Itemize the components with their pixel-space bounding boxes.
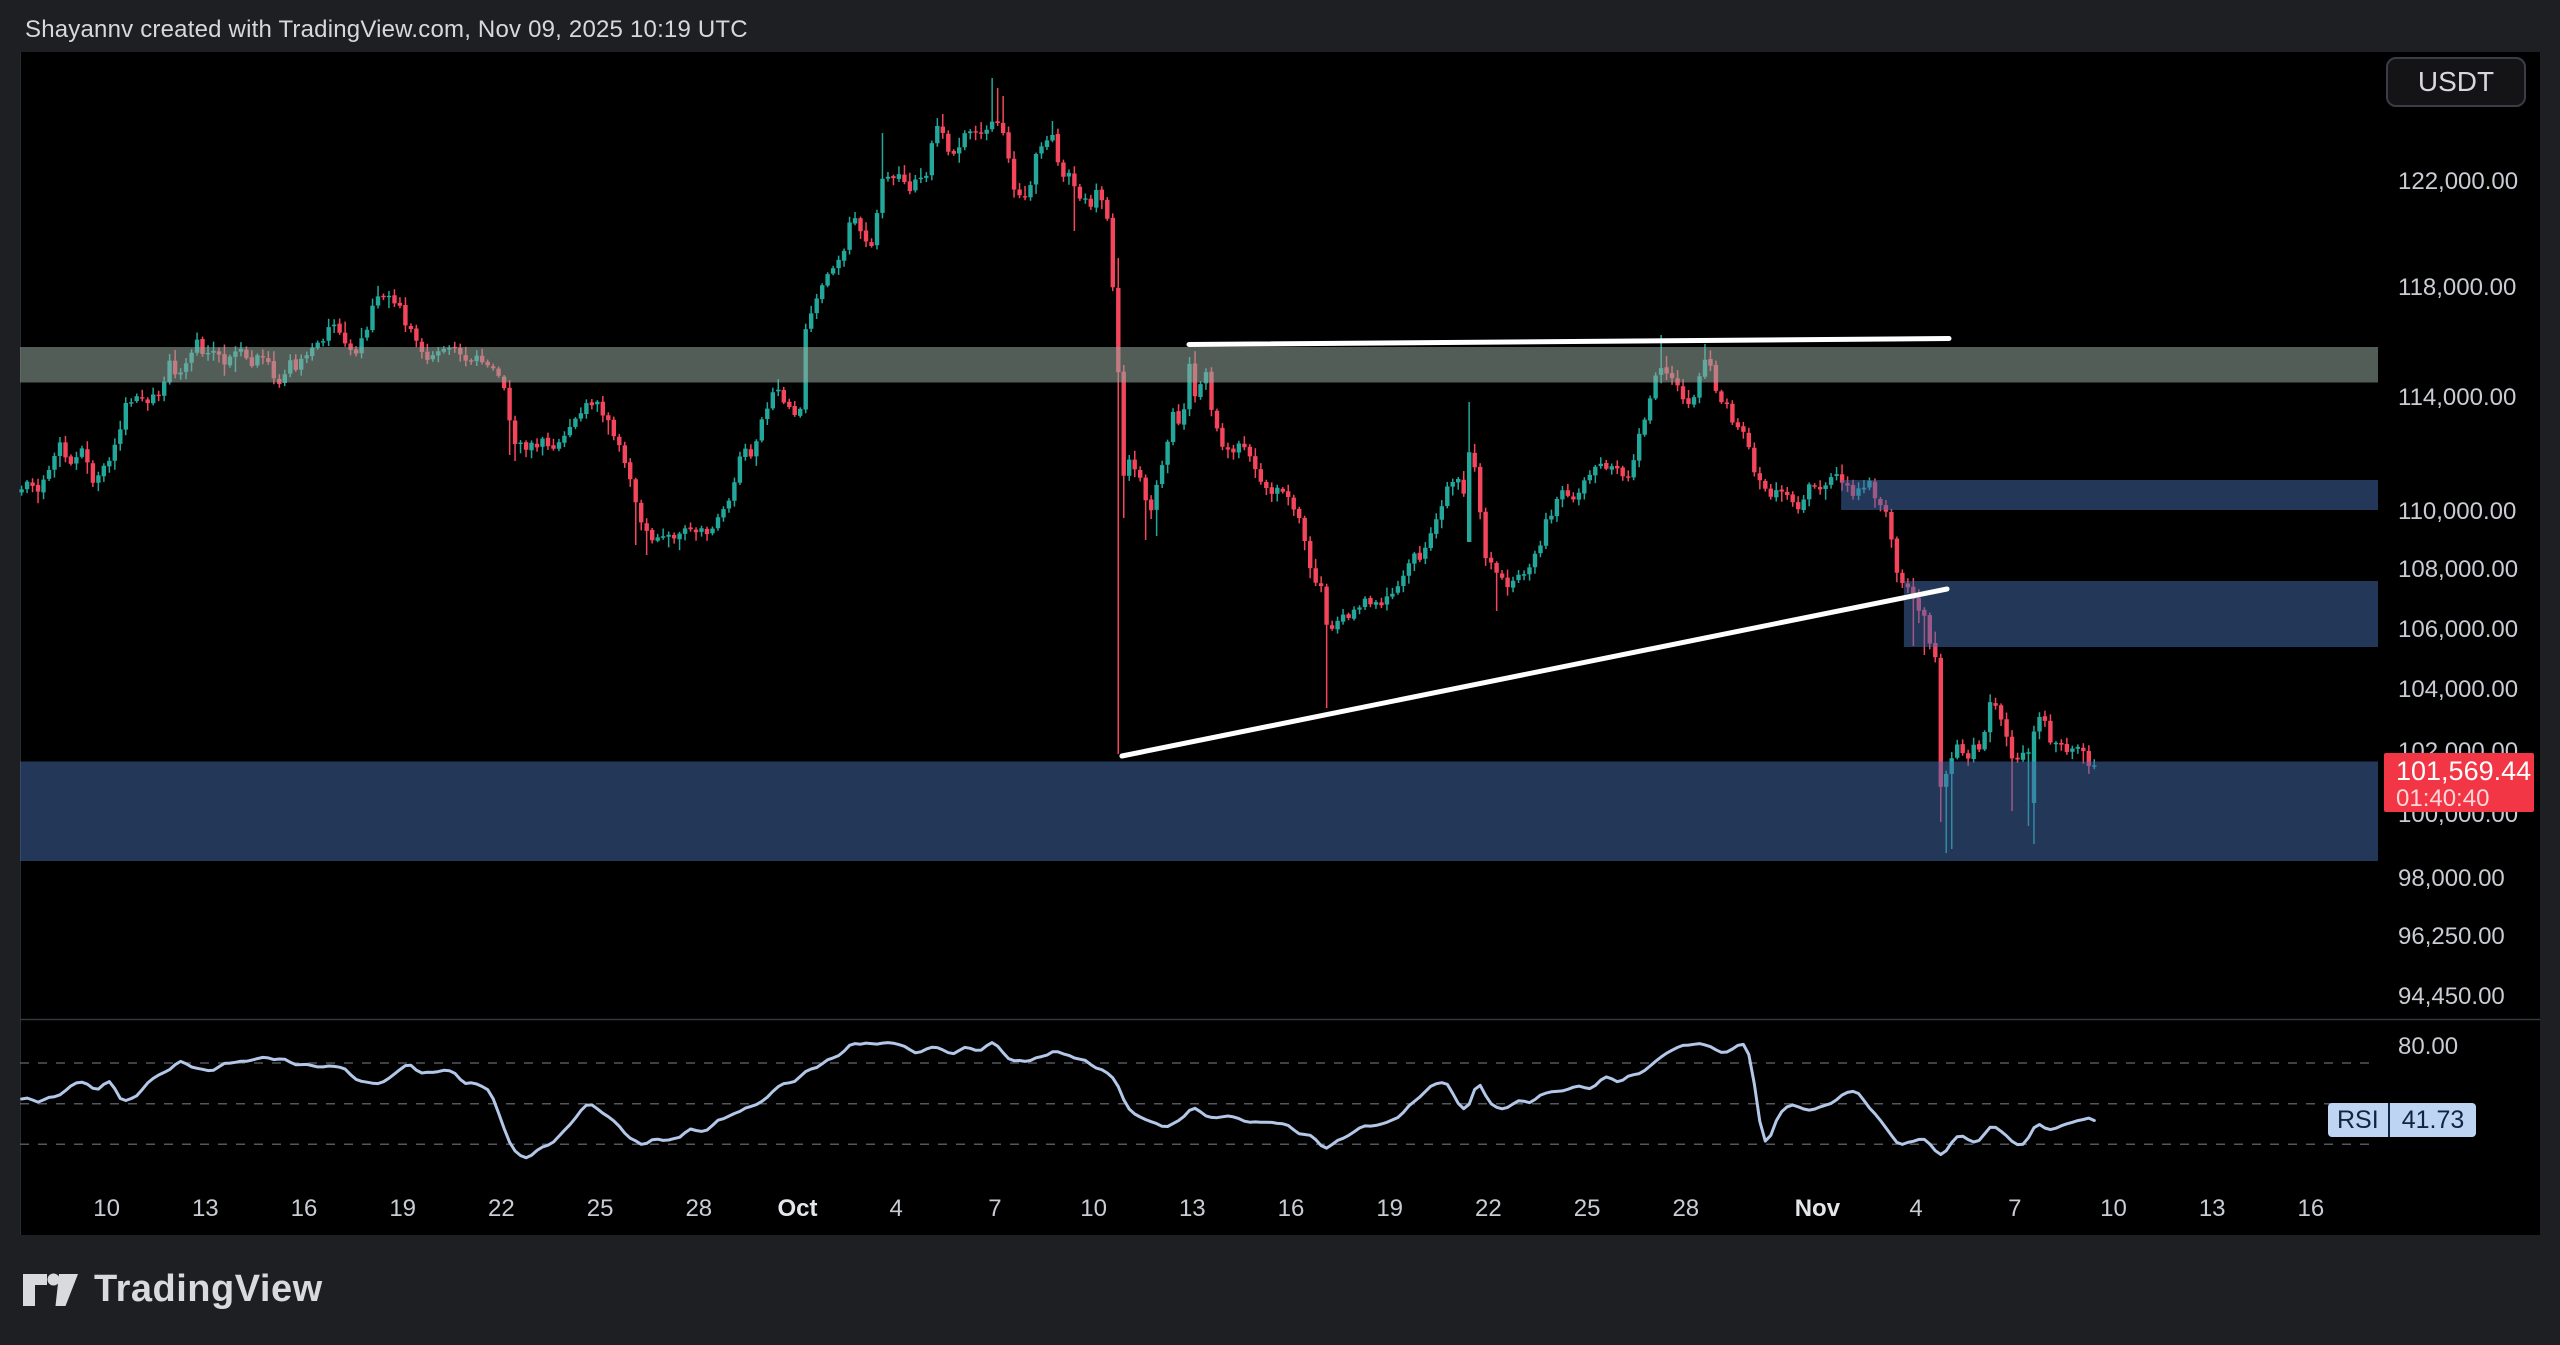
time-tick-25: 25 [586,1195,614,1222]
price-tick-98000: 98,000.00 [2398,865,2505,893]
price-tick-114000: 114,000.00 [2398,384,2517,412]
last-price-value: 101,569.44 [2396,756,2532,787]
time-tick-7: 7 [988,1195,1002,1222]
time-tick-Oct: Oct [777,1195,818,1222]
time-tick-10: 10 [1080,1195,1107,1222]
time-tick-13: 13 [1178,1195,1206,1222]
demand-zone-100k[interactable] [20,761,2378,862]
price-tick-106000: 106,000.00 [2398,615,2519,643]
time-tick-4: 4 [1909,1195,1923,1222]
ascending-support-line[interactable] [1119,586,1950,759]
time-tick-19: 19 [1376,1195,1404,1222]
time-tick-28: 28 [685,1195,713,1222]
time-tick-25: 25 [1573,1195,1601,1222]
price-tick-94450: 94,450.00 [2398,982,2505,1010]
time-tick-10: 10 [93,1195,120,1222]
rsi-axis-tick: 80.00 [2398,1033,2459,1060]
price-tick-118000: 118,000.00 [2398,274,2517,302]
rsi-pane [20,1041,2378,1160]
rsi-value-label: RSI 41.73 [2328,1103,2477,1137]
price-tick-110000: 110,000.00 [2398,497,2517,525]
time-tick-16: 16 [2297,1195,2325,1222]
price-tick-122000: 122,000.00 [2398,168,2519,196]
resistance-line[interactable] [1186,336,1952,347]
chart-attribution: Shayannv created with TradingView.com, N… [25,16,748,43]
candles-layer [19,78,2097,853]
demand-zone-110k[interactable] [1841,480,2378,510]
up-candle-wicks [20,78,2096,853]
time-tick-19: 19 [389,1195,417,1222]
candle-countdown: 01:40:40 [2396,784,2490,812]
trendlines-layer [1119,336,1952,759]
time-tick-16: 16 [290,1195,318,1222]
time-tick-Nov: Nov [1794,1195,1841,1222]
time-tick-13: 13 [2198,1195,2226,1222]
down-candle-wicks [31,88,2090,822]
rsi-line [20,1041,2096,1160]
time-tick-22: 22 [1475,1195,1502,1222]
price-tick-108000: 108,000.00 [2398,556,2519,584]
time-tick-16: 16 [1277,1195,1305,1222]
rsi-name-badge: RSI [2328,1103,2390,1137]
time-tick-28: 28 [1672,1195,1700,1222]
time-tick-13: 13 [191,1195,219,1222]
up-candle-bodies [19,121,2097,804]
time-tick-10: 10 [2100,1195,2127,1222]
zones-layer [20,347,2378,861]
rsi-value-badge: 41.73 [2389,1103,2477,1137]
quote-currency-badge[interactable]: USDT [2386,57,2526,107]
quote-currency-label: USDT [2417,66,2495,97]
price-tick-104000: 104,000.00 [2398,676,2519,704]
demand-zone-106k[interactable] [1903,581,2378,647]
time-tick-7: 7 [2008,1195,2022,1222]
supply-band-gray[interactable] [20,347,2378,383]
price-tick-96250: 96,250.00 [2398,922,2505,950]
tradingview-logo-icon [23,1273,78,1306]
tradingview-logo[interactable]: TradingView [22,1268,323,1311]
last-price-label: 101,569.44 01:40:40 [2384,753,2534,813]
down-candle-bodies [30,121,2092,787]
time-tick-22: 22 [488,1195,515,1222]
time-tick-4: 4 [889,1195,903,1222]
tradingview-logo-text: TradingView [94,1268,323,1310]
